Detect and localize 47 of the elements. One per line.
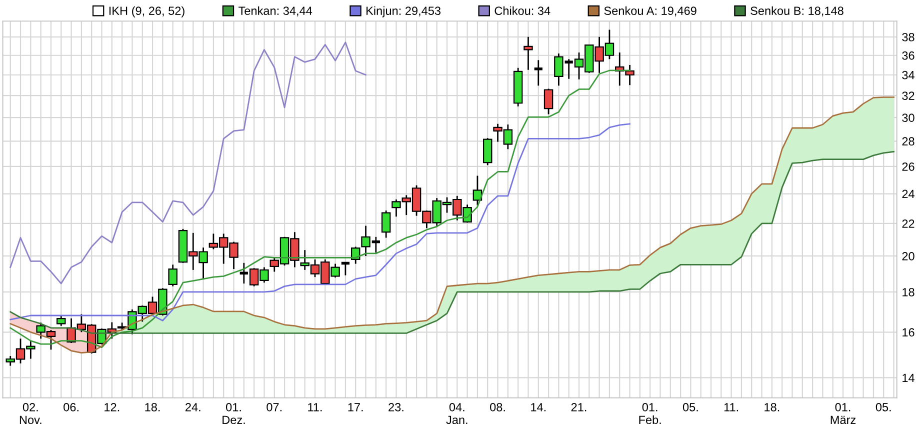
x-tick-label: 01. Dez.	[222, 402, 245, 424]
candlestick	[472, 175, 482, 206]
y-tick-label: 24	[902, 190, 914, 198]
legend-title: IKH (9, 26, 52)	[109, 6, 184, 18]
y-tick-label: 16	[902, 328, 914, 337]
candlestick	[168, 264, 178, 288]
x-tick-label: 14.	[531, 403, 546, 412]
x-tick-label: 05.	[682, 402, 698, 412]
x-tick-label: 11.	[308, 403, 322, 412]
y-tick-label: 30	[902, 114, 914, 122]
x-tick-label: 11.	[724, 403, 738, 412]
legend-label: Senkou B: 18,148	[750, 6, 844, 16]
y-tick-label: 20	[902, 252, 914, 260]
x-tick-label: 05.	[876, 402, 891, 412]
x-tick-label: 18.	[145, 402, 160, 412]
y-tick-label: 38	[902, 32, 914, 42]
x-tick-label: 07.	[266, 402, 282, 412]
x-tick-label: 24.	[186, 402, 200, 412]
candlestick	[381, 210, 391, 238]
y-tick-label: 32	[902, 92, 914, 100]
line-series	[10, 42, 366, 284]
legend-label: Chikou: 34	[494, 6, 550, 15]
x-tick-label: 06.	[64, 402, 78, 412]
y-tick-label: 34	[902, 70, 914, 80]
candlestick	[56, 314, 66, 327]
y-tick-label: 26	[902, 162, 914, 171]
candlestick	[524, 36, 533, 71]
x-tick-label: 17.	[348, 403, 363, 412]
y-tick-label: 36	[902, 51, 914, 60]
y-tick-label: 14	[902, 374, 914, 382]
x-tick-label: 01. Feb.	[639, 402, 661, 424]
legend-label: Tenkan: 34,44	[238, 6, 312, 16]
x-tick-label: 18.	[764, 402, 780, 412]
x-tick-label: 23.	[388, 402, 404, 412]
y-tick-label: 18	[902, 288, 914, 296]
y-tick-label: 22	[902, 219, 914, 228]
x-tick-label: 12.	[104, 402, 120, 412]
x-tick-label: 08.	[490, 402, 505, 412]
y-tick-label: 28	[902, 137, 914, 146]
legend-label: Kinjun: 29,453	[366, 6, 441, 18]
candlestick	[544, 88, 554, 115]
x-tick-label: 02. Nov.	[20, 402, 42, 424]
x-tick-label: 01. März	[830, 402, 856, 424]
legend-label: Senkou A: 19,469	[604, 6, 696, 16]
candlestick	[482, 137, 492, 166]
x-tick-label: 04. Jan.	[446, 402, 468, 424]
x-tick-label: 21.	[571, 402, 586, 412]
